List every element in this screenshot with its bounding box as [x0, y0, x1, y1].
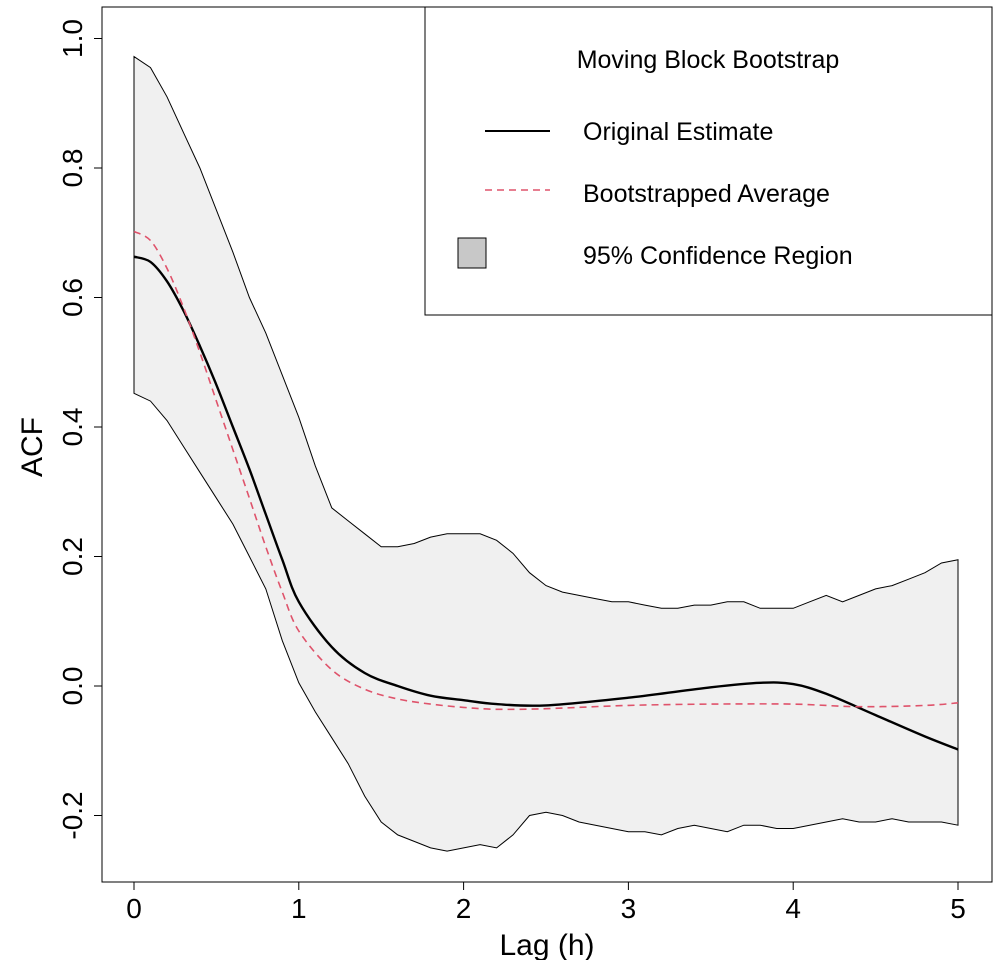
y-tick-label: -0.2: [57, 791, 88, 839]
legend-filled-box-swatch: [457, 237, 487, 269]
original-estimate-line: [133, 255, 959, 751]
y-axis-label: ACF: [16, 417, 49, 477]
y-tick-label: 0.0: [57, 667, 88, 706]
y-axis: -0.2 0.0 0.2 0.4 0.6 0.8 1.0: [57, 19, 103, 840]
legend-box: [424, 6, 993, 316]
y-tick-label: 1.0: [57, 19, 88, 58]
x-tick-label: 1: [291, 893, 307, 924]
x-tick-label: 0: [126, 893, 142, 924]
legend-title: Moving Block Bootstrap: [577, 46, 840, 74]
x-axis-label: Lag (h): [499, 929, 594, 960]
bootstrapped-average-line: [133, 230, 959, 711]
legend: Moving Block Bootstrap Original Estimate…: [424, 6, 993, 316]
x-tick-label: 4: [785, 893, 801, 924]
legend-entry-label: Bootstrapped Average: [583, 180, 830, 208]
y-tick-label: 0.2: [57, 537, 88, 576]
x-axis: 0 1 2 3 4 5: [126, 881, 966, 924]
x-tick-label: 3: [621, 893, 637, 924]
confidence-region-band: [133, 55, 959, 852]
y-tick-label: 0.8: [57, 149, 88, 188]
y-tick-label: 0.6: [57, 278, 88, 317]
legend-entry-label: Original Estimate: [583, 118, 773, 146]
x-tick-label: 2: [456, 893, 472, 924]
x-tick-label: 5: [950, 893, 966, 924]
y-tick-label: 0.4: [57, 408, 88, 447]
legend-entry-label: 95% Confidence Region: [583, 242, 853, 270]
